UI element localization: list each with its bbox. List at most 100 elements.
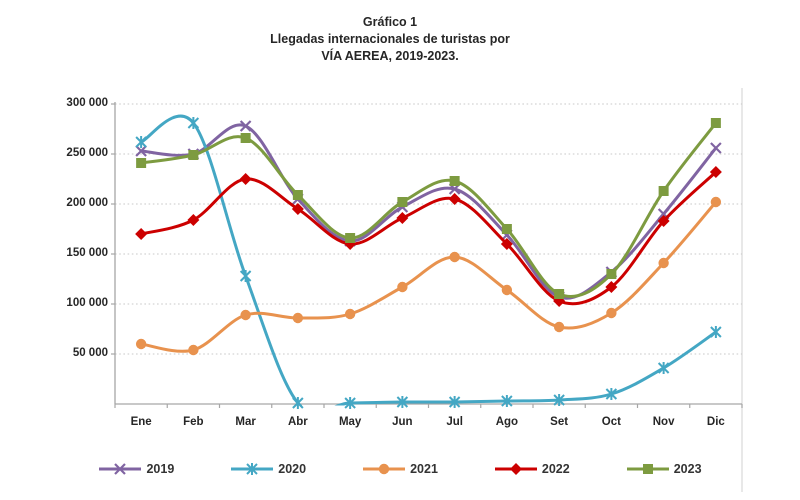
marker-2023-may bbox=[345, 233, 356, 243]
marker-2022-ene bbox=[135, 228, 148, 240]
series-markers-2019 bbox=[135, 120, 722, 303]
x-axis-label-nov: Nov bbox=[652, 416, 675, 428]
legend-label-2021: 2021 bbox=[410, 462, 438, 476]
marker-2020-ago bbox=[501, 395, 513, 407]
x-axis-label-jul: Jul bbox=[446, 416, 463, 428]
marker-2023-abr bbox=[292, 190, 303, 200]
legend-swatch-2021 bbox=[363, 463, 406, 475]
x-axis-label-mar: Mar bbox=[235, 416, 256, 428]
marker-2020-set bbox=[553, 394, 565, 406]
series-markers-2022 bbox=[135, 166, 722, 307]
series-markers-2023 bbox=[136, 118, 721, 299]
marker-2023-dic bbox=[710, 118, 721, 128]
y-axis-label-150000: 150 000 bbox=[66, 247, 108, 259]
legend-marker-2020 bbox=[246, 463, 258, 475]
marker-2021-set bbox=[553, 321, 565, 333]
x-axis-label-oct: Oct bbox=[601, 416, 621, 428]
marker-2020-feb bbox=[187, 117, 200, 129]
marker-2021-abr bbox=[292, 312, 304, 324]
legend-label-2020: 2020 bbox=[278, 462, 307, 476]
legend-swatch-2023 bbox=[626, 464, 669, 474]
marker-2021-oct bbox=[606, 307, 617, 319]
y-axis-label-300000: 300 000 bbox=[66, 97, 108, 109]
marker-2022-ago bbox=[500, 238, 513, 250]
legend-item-2020: 2020 bbox=[230, 461, 306, 477]
legend-label-2022: 2022 bbox=[541, 462, 570, 476]
marker-2021-jun bbox=[397, 281, 408, 293]
marker-2020-abr bbox=[292, 397, 304, 409]
marker-2020-may bbox=[344, 397, 356, 409]
marker-2022-abr bbox=[291, 203, 304, 215]
series-line-2019 bbox=[139, 123, 718, 300]
legend-label-2019: 2019 bbox=[146, 462, 175, 476]
marker-2020-dic bbox=[710, 326, 722, 338]
x-axis-label-jun: Jun bbox=[392, 416, 413, 428]
legend-marker-2022 bbox=[509, 463, 522, 475]
marker-2023-jul bbox=[449, 176, 460, 186]
marker-2022-jul bbox=[448, 193, 461, 205]
series-line-2023 bbox=[139, 121, 718, 298]
marker-2019-dic bbox=[710, 142, 722, 154]
series-line-2021 bbox=[139, 200, 718, 353]
marker-2019-mar bbox=[239, 120, 252, 132]
y-axis-label-50000: 50 000 bbox=[72, 347, 108, 359]
x-axis-label-set: Set bbox=[550, 416, 569, 428]
series-markers-2020 bbox=[135, 117, 722, 409]
x-axis-label-may: May bbox=[338, 416, 362, 428]
marker-2021-jul bbox=[449, 251, 460, 263]
marker-2020-nov bbox=[657, 362, 670, 374]
marker-2023-mar bbox=[240, 133, 251, 143]
y-axis-label-100000: 100 000 bbox=[66, 297, 108, 309]
marker-2023-set bbox=[554, 289, 565, 299]
marker-2020-jul bbox=[448, 396, 461, 408]
marker-2023-oct bbox=[606, 269, 617, 279]
marker-2021-nov bbox=[658, 257, 669, 269]
marker-2021-feb bbox=[188, 344, 199, 356]
marker-2021-dic bbox=[710, 196, 722, 208]
marker-2020-ene bbox=[135, 136, 147, 148]
legend-item-2019: 2019 bbox=[98, 461, 174, 477]
series-markers-2021 bbox=[135, 196, 722, 356]
marker-2020-mar bbox=[239, 270, 252, 282]
legend-marker-2023 bbox=[642, 464, 653, 474]
marker-2021-ene bbox=[135, 338, 147, 350]
x-axis-label-abr: Abr bbox=[287, 416, 308, 428]
series-line-2020 bbox=[139, 114, 718, 406]
marker-2023-ene bbox=[136, 158, 147, 168]
y-axis-label-250000: 250 000 bbox=[66, 147, 108, 159]
marker-2020-jun bbox=[396, 396, 409, 408]
marker-2021-may bbox=[344, 308, 356, 320]
legend-item-2022: 2022 bbox=[494, 461, 570, 477]
legend-swatch-2019 bbox=[99, 463, 142, 475]
marker-2019-ene bbox=[135, 145, 147, 157]
y-axis-label-200000: 200 000 bbox=[66, 197, 108, 209]
x-axis-label-ago: Ago bbox=[495, 416, 519, 428]
marker-2022-oct bbox=[605, 281, 618, 293]
marker-2020-oct bbox=[605, 388, 618, 400]
chart-title: Gráfico 1 Llegadas internacionales de tu… bbox=[0, 14, 780, 65]
legend-swatch-2020 bbox=[231, 463, 274, 475]
chart-legend: 2019 2020 2021 2022 2023 bbox=[0, 454, 800, 484]
legend-swatch-2022 bbox=[494, 463, 537, 475]
x-axis-label-feb: Feb bbox=[183, 416, 204, 428]
legend-label-2023: 2023 bbox=[673, 462, 702, 476]
legend-marker-2021 bbox=[378, 463, 390, 475]
legend-item-2023: 2023 bbox=[626, 461, 702, 477]
marker-2022-jun bbox=[396, 212, 409, 224]
x-axis-label-ene: Ene bbox=[130, 416, 152, 428]
chart-title-line1: Gráfico 1 bbox=[362, 15, 418, 29]
legend-marker-2019 bbox=[114, 463, 127, 475]
legend-item-2021: 2021 bbox=[362, 461, 438, 477]
x-axis-label-dic: Dic bbox=[706, 416, 725, 428]
marker-2023-ago bbox=[501, 224, 512, 234]
marker-2023-nov bbox=[658, 186, 669, 196]
marker-2023-jun bbox=[397, 197, 408, 207]
marker-2021-mar bbox=[240, 309, 251, 321]
marker-2022-nov bbox=[657, 215, 670, 227]
marker-2023-feb bbox=[188, 150, 199, 160]
chart-title-line3: VÍA AEREA, 2019-2023. bbox=[321, 49, 459, 63]
marker-2022-feb bbox=[187, 214, 200, 226]
marker-2021-ago bbox=[501, 284, 513, 296]
